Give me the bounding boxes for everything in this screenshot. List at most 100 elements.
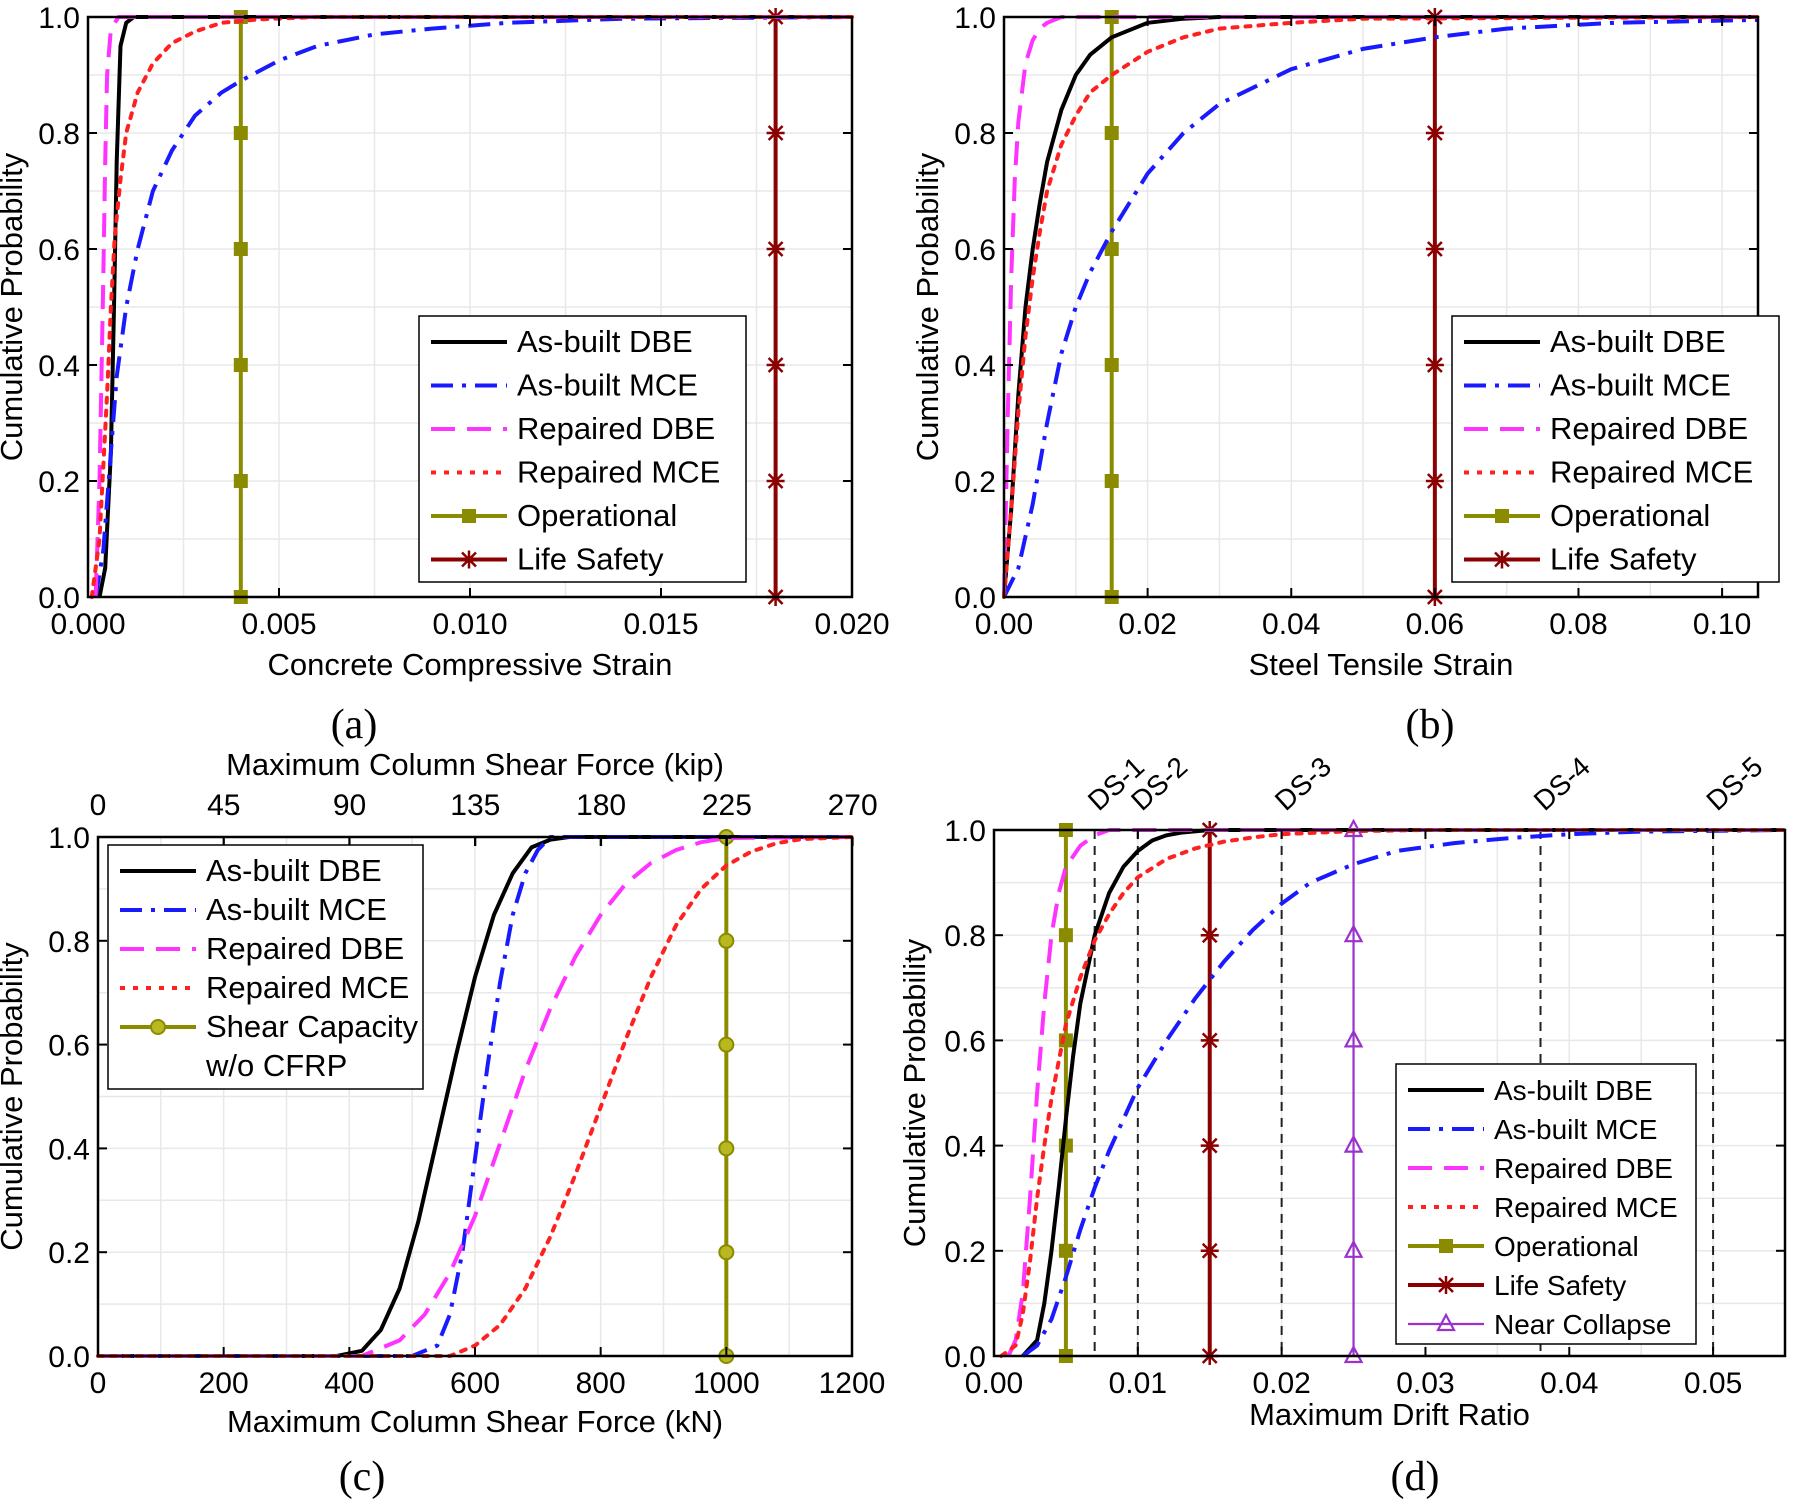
series-line [1021,828,1785,1358]
y-tick-label: 0.4 [38,350,80,383]
series-line [1002,17,1759,598]
legend-label: As-built MCE [517,368,698,403]
limit-marker [718,1140,735,1157]
x-tick-label: 200 [199,1367,249,1400]
limit-marker [1343,1239,1364,1258]
y-tick-label: 0.6 [944,1025,986,1058]
limit-marker [718,1036,735,1053]
limit-marker [1058,928,1073,943]
x-tick-label: 0.020 [814,608,889,641]
limit-marker [233,358,248,372]
x-axis-title: Steel Tensile Strain [1249,647,1514,682]
panel-label: (a) [331,702,378,748]
panel-c: 0 200 400 600 800 1000 12000.00.20.40.60.81.00… [0,747,885,1500]
x-tick-label: 0.06 [1406,608,1464,641]
y-tick-label: 0.0 [38,582,80,615]
limit-marker [1343,1134,1364,1153]
x-tick-label: 0.015 [623,608,698,641]
legend-label: Repaired MCE [1550,455,1753,490]
legend-label: Repaired MCE [1494,1192,1678,1223]
limit-marker [766,124,785,142]
x-tick-label: 400 [324,1367,374,1400]
plot-frame [1002,15,1760,599]
legend-label: As-built MCE [1494,1114,1657,1145]
legend: As-built DBE As-built MCE Repaired DBE Repa… [1395,1063,1697,1345]
legend-label: Operational [1550,498,1710,533]
limit-marker [1425,472,1444,490]
legend-box [107,844,424,1090]
series-line [93,15,853,598]
series-line [1002,15,1758,598]
y-tick-label: 0.2 [954,466,996,499]
x2-tick-label: 180 [576,789,626,822]
y-tick-label: 0.8 [954,118,996,151]
legend-label: As-built DBE [206,853,382,888]
series-line [98,835,852,1358]
x-tick-label: 0 [90,1367,107,1400]
legend-label: Life Safety [1494,1270,1626,1301]
legend-marker [1439,1239,1453,1253]
legend-label: Repaired MCE [517,455,720,490]
limit-marker [1343,1029,1364,1048]
x2-tick-label: 135 [450,789,500,822]
y-tick-label: 0.8 [38,118,80,151]
y-tick-label: 0.0 [944,1341,986,1374]
x-tick-label: 0.08 [1549,608,1607,641]
limit-marker [718,1244,735,1261]
limit-marker [1425,240,1444,258]
y-tick-label: 0.2 [38,466,80,499]
series-line [98,835,852,1358]
panel-label: (c) [339,1454,386,1500]
series-line [1002,15,1760,599]
x-tick-label: 0.00 [965,1367,1023,1400]
y-tick-label: 1.0 [48,822,90,855]
legend: As-built DBE As-built MCE Repaired DBE Repa… [1451,315,1780,583]
legend-marker [1437,1276,1455,1294]
legend-label: As-built DBE [1550,324,1726,359]
limit-marker [1058,1243,1073,1258]
limit-marker [233,474,248,488]
limit-marker [1200,926,1219,945]
y-tick-label: 0.6 [38,234,80,267]
x-tick-label: 0.05 [1684,1367,1742,1400]
y-tick-label: 0.8 [944,920,986,953]
limit-marker [766,240,785,258]
legend-label: As-built DBE [1494,1075,1653,1106]
legend-marker [1436,1312,1456,1332]
limit-marker [233,126,248,140]
x-axis-title: Maximum Drift Ratio [1249,1397,1530,1432]
x2-tick-label: 0 [90,789,107,822]
damage-state-label: DS-3 [1269,751,1337,817]
series-line [999,828,1787,1358]
x-tick-label: 0.02 [1118,608,1176,641]
x-tick-label: 0.005 [241,608,316,641]
y-tick-label: 0.8 [48,926,90,959]
x2-axis-title: Maximum Column Shear Force (kip) [226,747,724,782]
panel-label: (b) [1406,702,1455,748]
legend-label: Operational [517,498,677,533]
legend-marker [1493,550,1511,569]
legend-box [418,315,747,583]
legend-label: w/o CFRP [205,1048,347,1083]
y-tick-label: 0.0 [48,1341,90,1374]
x-axis-title: Concrete Compressive Strain [268,647,673,682]
x-tick-label: 0.010 [432,608,507,641]
legend-label: Repaired DBE [517,411,715,446]
panel-d: DS-1DS-2 DS-3 DS-4 DS-50.00 0.01 0.02 0.03 0.04… [897,751,1787,1500]
legend-box [1395,1063,1697,1345]
limit-marker [1200,1136,1219,1155]
y-axis-title: Cumulative Probability [910,152,945,461]
x-tick-label: 0.10 [1693,608,1751,641]
limit-marker [1104,474,1119,488]
y-axis-title: Cumulative Probability [0,152,29,461]
limit-marker [766,356,785,374]
x-tick-label: 0.00 [975,608,1033,641]
x2-tick-label: 270 [828,789,878,822]
y-tick-label: 0.2 [48,1237,90,1270]
limit-marker [1343,1344,1364,1364]
y-tick-label: 0.4 [944,1131,986,1164]
limit-marker [766,472,785,490]
x-tick-label: 0.02 [1252,1367,1310,1400]
legend: As-built DBE As-built MCE Repaired DBE Repa… [418,315,747,583]
x2-tick-label: 225 [702,789,752,822]
